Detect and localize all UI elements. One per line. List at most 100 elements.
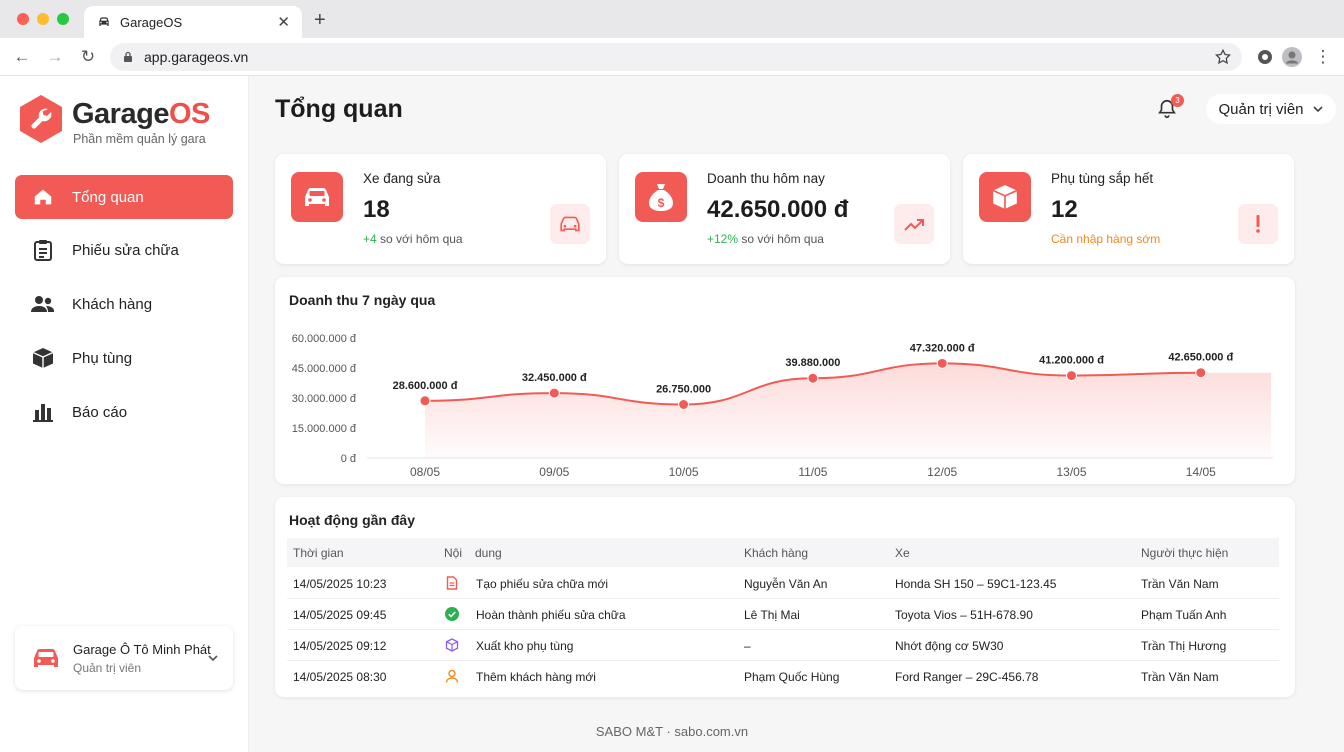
x-tick-label: 12/05 — [927, 465, 957, 479]
chart-title: Doanh thu 7 ngày qua — [289, 292, 436, 308]
sidebar-item-khach-hang[interactable]: Khách hàng — [15, 282, 233, 326]
row-vehicle: Nhớt động cơ 5W30 — [895, 639, 1004, 653]
stat-comparison: +12% so với hôm qua — [707, 232, 824, 246]
car-icon — [34, 649, 58, 667]
row-customer: Nguyễn Văn An — [744, 577, 828, 591]
garage-switcher[interactable]: Garage Ô Tô Minh Phát Quản trị viên — [15, 626, 233, 690]
stat-note: Cần nhập hàng sớm — [1051, 232, 1161, 246]
profile-avatar-icon[interactable] — [1282, 47, 1302, 67]
reload-icon[interactable]: ↻ — [80, 47, 96, 66]
garage-name: Garage Ô Tô Minh Phát — [73, 642, 211, 657]
minimize-window-button[interactable] — [37, 13, 49, 25]
stat-card-cars-in-repair[interactable]: Xe đang sửa 18 +4 so với hôm qua — [275, 154, 606, 264]
revenue-chart-card: Doanh thu 7 ngày qua 0 đ 15.000.000 đ 30.0… — [275, 277, 1295, 484]
data-label: 42.650.000 đ — [1168, 352, 1233, 364]
home-icon — [30, 184, 56, 210]
trend-up-icon — [894, 204, 934, 244]
footer: SABO M&T · sabo.com.vn — [595, 724, 749, 739]
document-icon — [446, 576, 458, 590]
notification-badge: 3 — [1171, 94, 1184, 107]
stat-value: 18 — [363, 196, 390, 223]
sidebar-item-phu-tung[interactable]: Phụ tùng — [15, 336, 233, 380]
stat-value: 12 — [1051, 196, 1078, 223]
chart-point[interactable] — [678, 399, 690, 410]
stat-card-low-stock-parts[interactable]: Phụ tùng sắp hết 12 Cần nhập hàng sớm — [963, 154, 1294, 264]
table-row[interactable]: 14/05/2025 10:23 Tạo phiếu sửa chữa mới … — [287, 568, 1279, 599]
brand-tagline: Phần mềm quản lý gara — [73, 132, 206, 146]
sidebar-item-label: Báo cáo — [72, 403, 128, 421]
extensions-icon[interactable] — [1255, 47, 1275, 67]
garage-role: Quản trị viên — [73, 661, 142, 675]
url-field[interactable]: app.garageos.vn — [110, 43, 1242, 71]
forward-icon[interactable]: → — [46, 47, 64, 66]
users-icon — [30, 291, 56, 317]
row-content: Tạo phiếu sửa chữa mới — [476, 577, 608, 591]
browser-tab[interactable]: GarageOS ✕ — [84, 6, 302, 38]
sidebar: GarageOS Phần mềm quản lý gara Tổng quan… — [0, 76, 249, 752]
money-bag-icon: $ — [635, 172, 687, 222]
stat-label: Doanh thu hôm nay — [707, 171, 825, 186]
stat-comparison: +4 so với hôm qua — [363, 232, 463, 246]
user-add-icon — [445, 669, 459, 683]
car-icon — [99, 17, 109, 26]
data-label: 28.600.000 đ — [393, 380, 458, 392]
row-time: 14/05/2025 10:23 — [293, 577, 387, 591]
table-row[interactable]: 14/05/2025 09:12 Xuất kho phụ tùng – Nhớ… — [287, 630, 1279, 661]
sidebar-item-label: Phiếu sửa chữa — [72, 241, 179, 259]
new-tab-button[interactable]: + — [314, 9, 326, 31]
column-header-time: Thời gian — [293, 546, 344, 560]
svg-text:$: $ — [658, 196, 665, 210]
maximize-window-button[interactable] — [57, 13, 69, 25]
y-tick-label: 0 đ — [341, 453, 357, 465]
check-circle-icon — [445, 607, 459, 621]
column-header-vehicle: Xe — [895, 546, 910, 560]
stat-card-revenue-today[interactable]: $ Doanh thu hôm nay 42.650.000 đ +12% so… — [619, 154, 950, 264]
activity-title: Hoạt động gần đây — [289, 512, 415, 528]
data-label: 47.320.000 đ — [910, 342, 975, 354]
chart-area-fill — [425, 363, 1271, 458]
chart-point[interactable] — [936, 357, 948, 369]
url-text: app.garageos.vn — [144, 49, 249, 65]
row-customer: – — [744, 639, 751, 653]
table-row[interactable]: 14/05/2025 08:30 Thêm khách hàng mới Phạ… — [287, 661, 1279, 692]
row-vehicle: Ford Ranger – 29C-456.78 — [895, 670, 1039, 684]
exclamation-icon — [1238, 204, 1278, 244]
chart-point[interactable] — [807, 372, 819, 384]
column-header-customer: Khách hàng — [744, 546, 809, 560]
sidebar-item-phieu-sua-chua[interactable]: Phiếu sửa chữa — [15, 228, 233, 272]
browser-menu-icon[interactable]: ⋮ — [1314, 47, 1332, 66]
x-tick-label: 10/05 — [669, 465, 699, 479]
table-row[interactable]: 14/05/2025 09:45 Hoàn thành phiếu sửa ch… — [287, 599, 1279, 630]
sidebar-item-label: Phụ tùng — [72, 349, 133, 367]
chevron-down-icon — [1312, 106, 1323, 113]
row-staff: Trần Thị Hương — [1141, 639, 1227, 653]
chart-point[interactable] — [419, 395, 431, 407]
car-icon — [291, 172, 343, 222]
row-staff: Trần Văn Nam — [1141, 670, 1219, 684]
revenue-chart: 0 đ 15.000.000 đ 30.000.000 đ 45.000.000 đ 6… — [292, 333, 1273, 479]
bell-icon[interactable] — [1156, 98, 1178, 120]
bookmark-star-icon[interactable] — [1214, 48, 1232, 66]
chart-point[interactable] — [1066, 370, 1077, 382]
bar-chart-icon — [30, 399, 56, 425]
back-icon[interactable]: ← — [13, 47, 31, 66]
stat-label: Phụ tùng sắp hết — [1051, 171, 1154, 186]
page-title: Tổng quan — [275, 95, 403, 123]
x-tick-label: 14/05 — [1186, 465, 1216, 479]
chevron-down-icon — [208, 655, 218, 662]
car-icon — [550, 204, 590, 244]
row-customer: Phạm Quốc Hùng — [744, 670, 840, 684]
sidebar-item-tong-quan[interactable]: Tổng quan — [15, 175, 233, 219]
address-bar-row: ← → ↻ app.garageos.vn ⋮ — [0, 38, 1344, 76]
x-tick-label: 13/05 — [1056, 465, 1086, 479]
user-menu-button[interactable]: Quản trị viên — [1206, 94, 1336, 124]
clipboard-icon — [30, 237, 56, 263]
chart-point[interactable] — [548, 387, 560, 399]
close-window-button[interactable] — [17, 13, 29, 25]
column-header-content-part2: dung — [475, 546, 502, 560]
sidebar-item-bao-cao[interactable]: Báo cáo — [15, 390, 233, 434]
row-time: 14/05/2025 09:12 — [293, 639, 387, 653]
package-icon — [979, 172, 1031, 222]
tab-close-icon[interactable]: ✕ — [277, 14, 290, 31]
chart-point[interactable] — [1195, 367, 1207, 379]
